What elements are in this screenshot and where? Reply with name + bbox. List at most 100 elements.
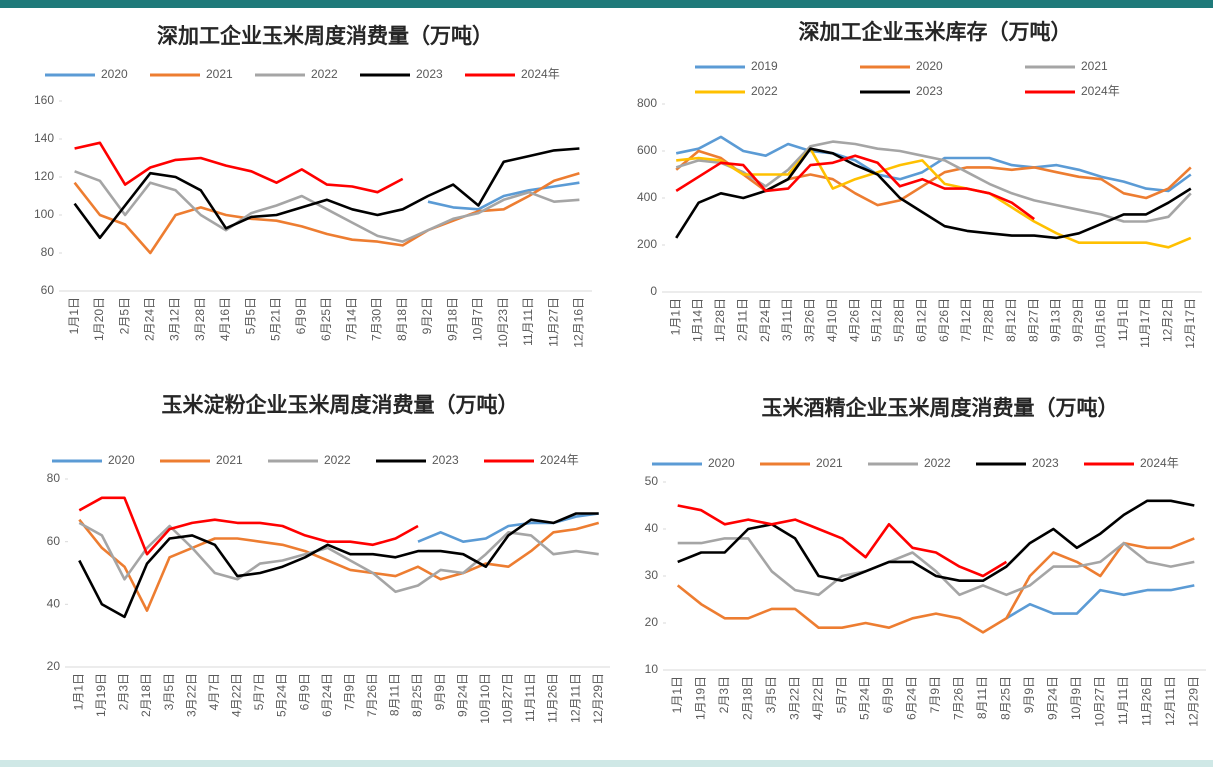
x-tick-label: 6月24日 [320,673,334,717]
y-tick-label: 400 [637,190,657,204]
x-tick-label: 2月11日 [735,298,749,341]
x-tick-label: 7月30日 [370,297,384,341]
legend-label: 2022 [324,453,351,467]
x-tick-label: 1月1日 [71,673,85,710]
x-tick-label: 5月21日 [269,297,283,341]
legend-label: 2021 [1081,59,1108,73]
chart-title: 玉米淀粉企业玉米周度消费量（万吨） [162,393,519,417]
x-tick-label: 6月24日 [905,676,919,720]
x-tick-label: 5月28日 [892,298,906,342]
series-line [675,140,1192,223]
x-tick-label: 8月25日 [999,676,1013,720]
legend-label: 2021 [816,456,843,470]
x-tick-label: 2月18日 [139,673,153,717]
x-tick-label: 4月22日 [230,673,244,717]
x-tick-label: 9月18日 [445,297,459,341]
x-tick-label: 1月1日 [670,676,684,713]
y-tick-label: 200 [637,237,657,251]
x-tick-label: 8月25日 [410,673,424,717]
y-tick-label: 80 [41,245,55,259]
x-tick-label: 7月14日 [344,297,358,341]
series-line [676,537,1195,634]
x-tick-label: 3月12日 [168,297,182,341]
x-tick-label: 11月27日 [546,297,560,347]
x-tick-label: 11月11日 [523,673,537,722]
x-tick-label: 4月22日 [811,676,825,720]
legend-label: 2023 [916,84,943,98]
x-tick-label: 3月5日 [764,676,778,713]
legend-label: 2022 [751,84,778,98]
x-tick-label: 1月28日 [713,298,727,342]
series-line [676,147,1192,249]
legend-label: 2019 [751,59,778,73]
x-tick-label: 2月3日 [717,676,731,713]
legend-label: 2024年 [1081,84,1120,98]
x-tick-label: 9月24日 [455,673,469,717]
x-tick-label: 11月17日 [1138,298,1152,348]
x-tick-label: 6月26日 [937,298,951,342]
x-tick-label: 12月29日 [1186,676,1200,727]
x-tick-label: 2月24日 [758,298,772,342]
x-tick-label: 10月9日 [1069,676,1083,720]
legend-label: 2024年 [1140,456,1179,470]
x-tick-label: 12月29日 [591,673,605,724]
x-tick-label: 5月7日 [834,676,848,713]
y-tick-label: 80 [47,471,61,485]
chart-title: 深加工企业玉米周度消费量（万吨） [157,24,493,48]
x-tick-label: 9月9日 [433,673,447,710]
x-tick-label: 8月11日 [388,673,402,716]
y-tick-label: 20 [47,659,61,673]
x-tick-label: 6月9日 [881,676,895,713]
x-tick-label: 5月7日 [252,673,266,710]
x-tick-label: 2月24日 [143,297,157,341]
x-tick-label: 2月18日 [740,676,754,720]
legend-label: 2020 [108,453,135,467]
x-tick-label: 1月19日 [693,676,707,720]
series-line [78,518,600,612]
legend-label: 2024年 [521,67,560,81]
x-tick-label: 6月9日 [297,673,311,710]
x-tick-label: 10月27日 [1093,676,1107,727]
x-tick-label: 3月22日 [184,673,198,717]
legend-label: 2021 [206,67,233,81]
y-tick-label: 800 [637,96,657,110]
y-tick-label: 140 [34,131,54,145]
series-line [73,171,580,255]
x-tick-label: 8月12日 [1004,298,1018,342]
legend-label: 2024年 [540,453,579,467]
x-tick-label: 3月28日 [193,297,207,341]
chart-panel: 深加工企业玉米库存（万吨） 0 200 400 600 800 1月1日 1月14日 1月28日… [637,20,1202,349]
x-tick-label: 10月7日 [471,297,485,341]
series-line [675,154,1035,221]
x-tick-label: 7月12日 [959,298,973,342]
x-tick-label: 1月1日 [67,297,81,334]
x-tick-label: 11月11日 [521,297,535,346]
y-tick-label: 60 [47,534,61,548]
y-tick-label: 40 [645,521,659,535]
x-tick-label: 10月23日 [496,297,510,348]
series-line [427,181,580,211]
x-tick-label: 1月20日 [92,297,106,341]
x-tick-label: 9月13日 [1049,298,1063,342]
series-line [417,512,599,543]
x-tick-label: 6月9日 [294,297,308,334]
y-tick-label: 120 [34,169,54,183]
top-bar [0,0,1213,8]
x-tick-label: 5月5日 [243,297,257,334]
series-line [677,537,1195,597]
x-tick-label: 1月19日 [94,673,108,717]
y-tick-label: 40 [47,597,61,611]
x-tick-label: 12月11日 [1163,676,1177,726]
chart-title: 玉米酒精企业玉米周度消费量（万吨） [762,396,1119,420]
series-line [675,135,1192,193]
y-tick-label: 30 [645,568,659,582]
x-tick-label: 7月26日 [365,673,379,717]
x-tick-label: 8月11日 [975,676,989,719]
x-tick-label: 6月25日 [319,297,333,341]
x-tick-label: 4月16日 [218,297,232,341]
x-tick-label: 2月5日 [117,297,131,334]
y-tick-label: 50 [645,474,659,488]
y-tick-label: 10 [645,662,659,676]
